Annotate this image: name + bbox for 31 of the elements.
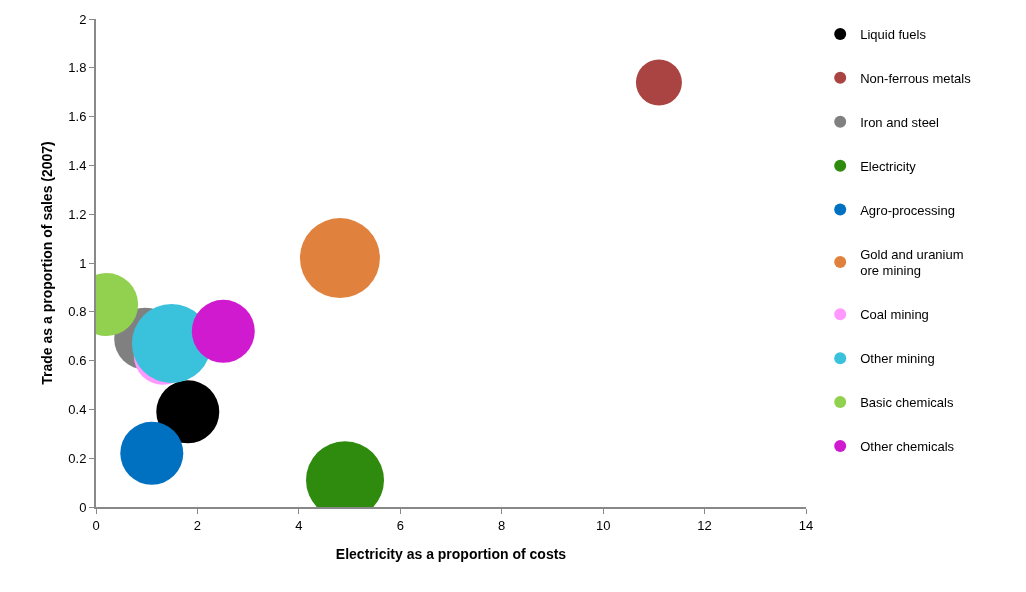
legend-label: Non-ferrous metals (860, 70, 972, 86)
legend-label: Basic chemicals (860, 395, 954, 411)
y-tick-label: 0.2 (68, 450, 87, 466)
legend-label: Other mining (860, 351, 935, 367)
x-tick-label: 4 (295, 517, 303, 533)
legend-label: Electricity (860, 158, 917, 174)
y-tick-label: 0.4 (68, 401, 87, 417)
y-tick-label: 0.8 (68, 304, 87, 320)
y-tick-label: 0 (79, 499, 87, 515)
legend-label: Coal mining (860, 307, 929, 323)
y-tick-label: 2 (79, 11, 87, 27)
x-tick-label: 12 (697, 517, 712, 533)
legend-label: Liquid fuels (860, 27, 927, 43)
legend-label: Other chemicals (860, 439, 955, 455)
legend-label: Gold and uranium ore mining (860, 246, 964, 279)
y-tick-label: 1.2 (68, 206, 87, 222)
y-axis-title: Trade as a proportion of sales (2007) (39, 141, 56, 385)
x-tick-label: 8 (498, 517, 506, 533)
legend-label: Iron and steel (860, 114, 940, 130)
x-tick-label: 6 (396, 517, 404, 533)
legend-label: Agro-processing (860, 202, 955, 218)
y-tick-label: 1.6 (68, 109, 87, 125)
x-tick-label: 10 (595, 517, 611, 533)
y-tick-label: 0.6 (68, 353, 87, 369)
x-tick-label: 0 (92, 517, 100, 533)
x-tick-label: 2 (193, 517, 202, 533)
y-tick-label: 1.8 (68, 60, 87, 76)
x-tick-label: 14 (798, 517, 814, 533)
x-axis-title: Electricity as a proportion of costs (335, 546, 567, 563)
y-tick-label: 1.4 (68, 157, 87, 173)
y-tick-label: 1 (79, 255, 87, 271)
